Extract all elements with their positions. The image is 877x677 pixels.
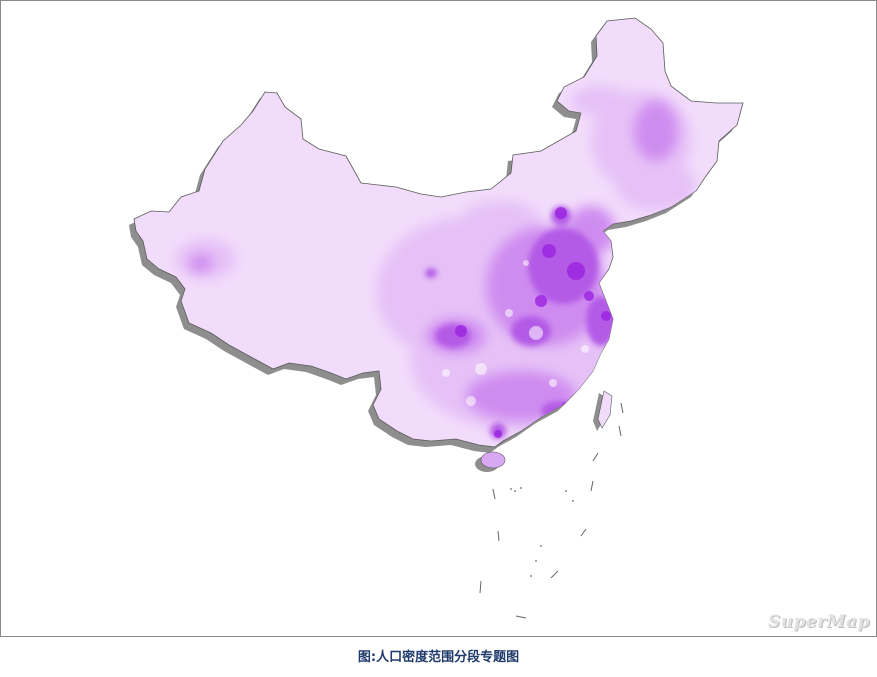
south-sea-islands (510, 487, 574, 577)
density-layers (176, 86, 696, 439)
south-sea-dashes (479, 402, 624, 619)
taiwan-island (597, 390, 613, 429)
hainan-island (480, 451, 506, 469)
map-caption: 图:人口密度范围分段专题图 (357, 650, 520, 665)
islands (480, 390, 613, 469)
supermap-watermark: SuperMap (767, 612, 870, 632)
population-density-map[interactable] (1, 1, 876, 636)
map-frame[interactable]: SuperMap (0, 0, 877, 637)
